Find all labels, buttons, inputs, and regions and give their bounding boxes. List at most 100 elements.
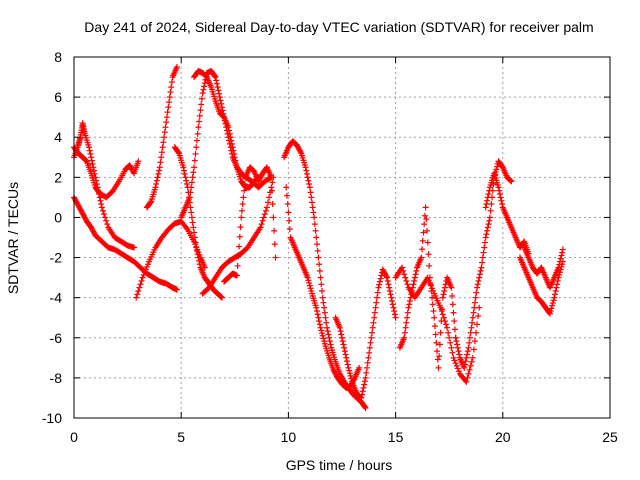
data-point: [423, 216, 430, 223]
data-point: [134, 291, 141, 298]
data-point: [480, 249, 487, 256]
data-point: [461, 361, 468, 368]
data-point: [463, 354, 470, 361]
data-point: [163, 119, 170, 126]
series-track-h: [191, 68, 262, 191]
data-point: [232, 157, 239, 164]
data-point: [401, 329, 408, 336]
data-point: [228, 140, 235, 147]
data-point: [88, 157, 95, 164]
data-point: [478, 264, 485, 271]
data-point: [392, 314, 399, 321]
data-point: [418, 254, 425, 261]
data-point: [425, 251, 432, 258]
data-point: [465, 370, 472, 377]
data-point: [90, 164, 97, 171]
data-point: [359, 391, 366, 398]
data-point: [173, 64, 180, 71]
data-point: [195, 254, 202, 261]
data-point: [95, 187, 102, 194]
data-point: [338, 331, 345, 338]
data-point: [152, 184, 159, 191]
data-point: [552, 287, 559, 294]
data-point: [201, 80, 208, 87]
data-point: [349, 378, 356, 385]
data-point: [477, 267, 484, 274]
data-point: [189, 174, 196, 181]
data-point: [98, 201, 105, 208]
chart-title: Day 241 of 2024, Sidereal Day-to-day VTE…: [84, 19, 593, 35]
data-point: [370, 319, 377, 326]
data-point: [155, 170, 162, 177]
data-point: [270, 214, 277, 221]
series-track-c: [71, 120, 138, 251]
data-point: [231, 150, 238, 157]
data-point: [476, 271, 483, 278]
data-point: [366, 344, 373, 351]
data-point: [194, 251, 201, 258]
data-point: [147, 199, 154, 206]
data-point: [386, 284, 393, 291]
y-tick-label: -4: [50, 290, 63, 306]
data-point: [239, 201, 246, 208]
data-point: [362, 404, 369, 411]
data-point: [306, 184, 313, 191]
data-point: [188, 214, 195, 221]
data-point: [192, 239, 199, 246]
data-point: [135, 158, 142, 165]
y-tick-label: 4: [54, 129, 62, 145]
data-point: [475, 277, 482, 284]
data-point: [347, 372, 354, 379]
data-point: [313, 234, 320, 241]
data-point: [218, 294, 225, 301]
data-point: [476, 304, 483, 311]
y-tick-label: 6: [54, 89, 62, 105]
data-point: [183, 181, 190, 188]
data-point: [196, 112, 203, 119]
data-point: [218, 100, 225, 107]
data-point: [488, 201, 495, 208]
data-point: [344, 361, 351, 368]
data-point: [320, 335, 327, 342]
data-point: [409, 287, 416, 294]
data-point: [445, 329, 452, 336]
data-point: [190, 224, 197, 231]
data-point: [484, 194, 491, 201]
data-point: [213, 77, 220, 84]
data-point: [198, 101, 205, 108]
data-point: [173, 286, 180, 293]
data-point: [440, 291, 447, 298]
y-tick-label: -8: [50, 370, 63, 386]
data-point: [323, 324, 330, 331]
data-point: [364, 359, 371, 366]
data-point: [158, 154, 165, 161]
data-point: [438, 318, 445, 325]
data-point: [153, 177, 160, 184]
data-point: [401, 334, 408, 341]
data-point: [213, 80, 220, 87]
data-point: [374, 294, 381, 301]
data-point: [360, 384, 367, 391]
data-point: [429, 301, 436, 308]
x-axis-label: GPS time / hours: [286, 457, 393, 473]
data-point: [181, 170, 188, 177]
data-point: [133, 294, 140, 301]
data-point: [199, 90, 206, 97]
data-point: [559, 249, 566, 256]
data-point: [318, 281, 325, 288]
data-point: [86, 144, 93, 151]
data-point: [447, 339, 454, 346]
data-point: [486, 217, 493, 224]
data-point: [413, 267, 420, 274]
data-point: [157, 159, 164, 166]
data-point: [453, 362, 460, 369]
data-point: [268, 174, 275, 181]
data-point: [464, 348, 471, 355]
data-point: [404, 309, 411, 316]
data-point: [195, 124, 202, 131]
data-point: [322, 314, 329, 321]
series-track-n: [392, 264, 483, 385]
data-point: [313, 241, 320, 248]
data-point: [191, 234, 198, 241]
data-point: [305, 277, 312, 284]
